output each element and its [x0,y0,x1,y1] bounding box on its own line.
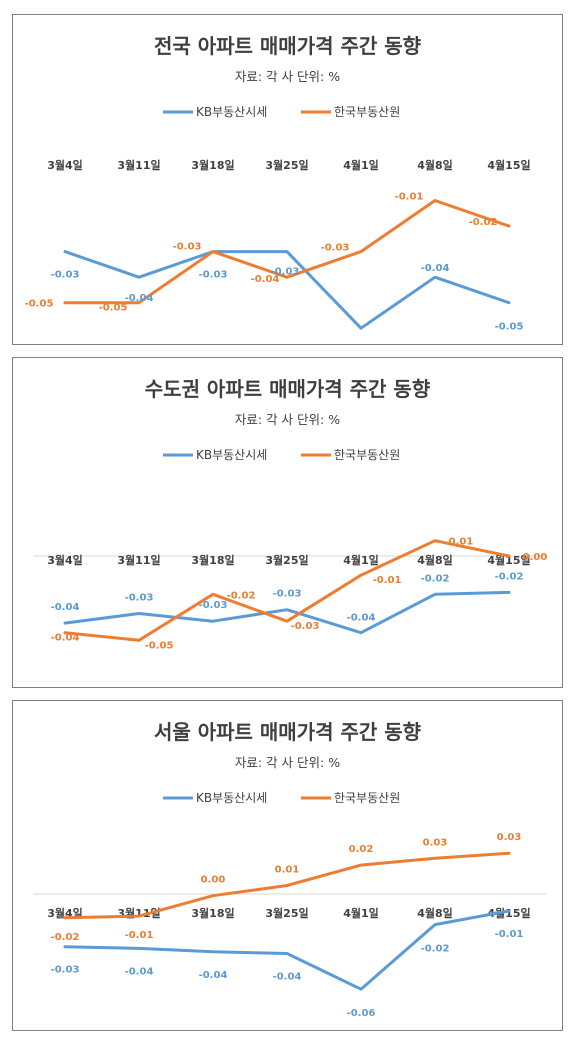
data-label-kab: -0.03 [291,621,320,632]
data-label-kb: -0.04 [51,602,80,613]
series-line-kab [63,851,511,920]
data-label-kab: 0.00 [201,875,226,886]
legend-label-kab: 한국부동산원 [334,448,400,462]
data-label-kab: 0.03 [497,832,522,843]
chart-subtitle: 자료: 각 사 단위: % [235,412,340,427]
data-label-kb: -0.03 [51,270,80,281]
data-label-kab: -0.01 [125,930,154,941]
data-label-kab: -0.02 [51,932,80,943]
legend: KB부동산시세 한국부동산원 [163,791,400,805]
data-label-kb: -0.03 [51,965,80,976]
chart-title: 수도권 아파트 매매가격 주간 동향 [145,377,431,401]
legend-label-kab: 한국부동산원 [334,791,400,805]
data-label-kab: 0.03 [423,837,448,848]
x-tick-label: 4월8일 [417,553,453,567]
data-label-kab: 0.01 [275,865,300,876]
x-tick-label: 3월18일 [191,158,234,172]
series-line-kb [63,909,511,991]
x-tick-label: 3월18일 [191,906,234,920]
data-label-kab: -0.01 [373,575,402,586]
data-label-kab: -0.03 [173,242,202,253]
series-line-kb [63,590,511,635]
x-tick-label: 4월8일 [417,158,453,172]
data-label-kb: -0.03 [273,589,302,600]
x-tick-label: 4월15일 [487,158,530,172]
x-tick-label: 3월11일 [117,553,160,567]
data-label-kab: -0.05 [25,299,54,310]
x-tick-label: 3월25일 [265,553,308,567]
data-label-kab: -0.05 [145,640,174,651]
data-label-kb: -0.03 [271,267,300,278]
x-tick-label: 3월4일 [47,553,83,567]
x-tick-label: 4월15일 [487,553,530,567]
series-line-kab [63,199,511,305]
legend: KB부동산시세 한국부동산원 [163,105,400,119]
data-label-kab: 0.02 [349,844,374,855]
data-label-kb: -0.02 [421,944,450,955]
legend-label-kb: KB부동산시세 [196,105,267,119]
series-line-kb [63,250,511,330]
data-label-kab: -0.03 [321,243,350,254]
data-label-kb: -0.04 [347,613,376,624]
data-label-kab: -0.04 [51,633,80,644]
x-tick-label: 4월15일 [487,906,530,920]
data-label-kab: -0.02 [227,590,256,601]
data-label-kb: -0.05 [495,322,524,333]
x-tick-label: 3월25일 [265,906,308,920]
data-label-kb: -0.04 [273,972,302,983]
data-label-kab: 0.00 [523,552,548,563]
data-label-kb: -0.02 [421,573,450,584]
data-label-kab: 0.01 [449,537,474,548]
legend-label-kb: KB부동산시세 [196,791,267,805]
legend: KB부동산시세 한국부동산원 [163,448,400,462]
data-label-kab: -0.04 [251,274,280,285]
x-tick-label: 4월8일 [417,906,453,920]
x-tick-label: 3월25일 [265,158,308,172]
data-label-kab: -0.05 [99,303,128,314]
chart-title: 서울 아파트 매매가격 주간 동향 [154,720,422,744]
data-label-kab: -0.02 [469,217,498,228]
data-label-kb: -0.04 [199,970,228,981]
legend-label-kb: KB부동산시세 [196,448,267,462]
data-label-kb: -0.04 [125,966,154,977]
x-tick-label: 3월18일 [191,553,234,567]
x-tick-label: 3월11일 [117,158,160,172]
data-label-kb: -0.03 [125,593,154,604]
data-label-kb: -0.04 [125,293,154,304]
chart-title: 전국 아파트 매매가격 주간 동향 [154,34,422,58]
x-tick-label: 4월1일 [343,906,379,920]
chart-subtitle: 자료: 각 사 단위: % [235,755,340,770]
x-tick-label: 4월1일 [343,158,379,172]
data-label-kab: -0.01 [395,192,424,203]
data-label-kb: -0.01 [495,929,524,940]
data-label-kb: -0.03 [199,600,228,611]
data-label-kb: -0.03 [199,270,228,281]
data-label-kb: -0.06 [347,1008,376,1019]
chart-subtitle: 자료: 각 사 단위: % [235,69,340,84]
x-tick-label: 3월4일 [47,158,83,172]
x-tick-label: 4월1일 [343,553,379,567]
data-label-kb: -0.02 [495,571,524,582]
series-line-kab [63,539,511,642]
data-label-kb: -0.04 [421,263,450,274]
legend-label-kab: 한국부동산원 [334,105,400,119]
